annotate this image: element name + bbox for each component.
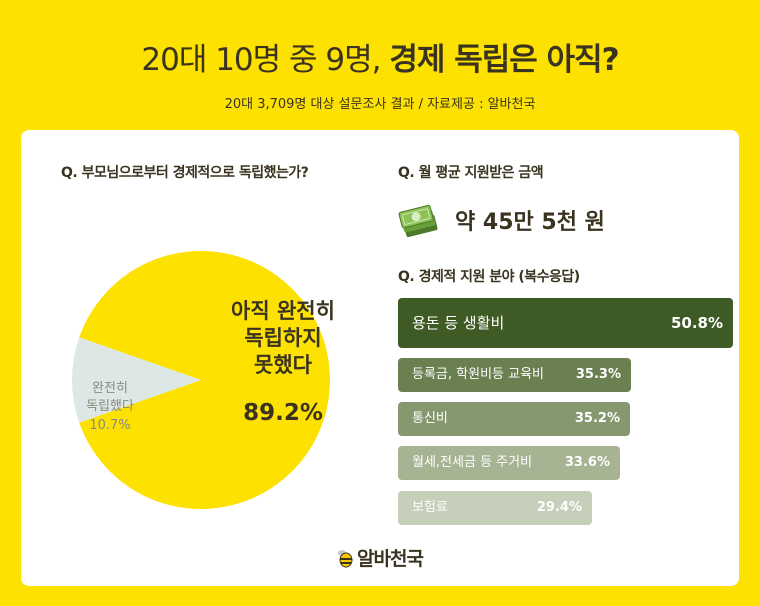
title-bold: 경제 독립은 아직? bbox=[389, 42, 619, 78]
pie-minor-label-line: 독립했다 bbox=[86, 399, 134, 414]
pie-slice-not-independent bbox=[79, 251, 330, 510]
bar-living-expenses: 용돈 등 생활비 50.8% bbox=[398, 298, 733, 348]
pie-major-label: 아직 완전히 독립하지 못했다 bbox=[199, 298, 367, 379]
bar-label: 등록금, 학원비등 교육비 bbox=[412, 367, 544, 382]
bar-value: 35.2% bbox=[574, 411, 620, 426]
pie-minor-value: 10.7% bbox=[89, 418, 131, 433]
bar-label: 통신비 bbox=[412, 411, 448, 426]
bar-education: 등록금, 학원비등 교육비 35.3% bbox=[398, 358, 631, 392]
bar-telecom: 통신비 35.2% bbox=[398, 402, 630, 436]
bar-value: 33.6% bbox=[564, 455, 610, 470]
logo-text: 알바천국 bbox=[357, 548, 424, 570]
independence-question: Q. 부모님으로부터 경제적으로 독립했는가? bbox=[61, 165, 309, 181]
bee-icon bbox=[338, 549, 353, 567]
page-title: 20대 10명 중 9명, 경제 독립은 아직? bbox=[0, 34, 760, 79]
money-stack-icon bbox=[398, 204, 438, 238]
pie-minor-label: 완전히 독립했다 bbox=[65, 380, 155, 416]
bar-label: 월세,전세금 등 주거비 bbox=[412, 455, 533, 470]
amount-question: Q. 월 평균 지원받은 금액 bbox=[398, 165, 544, 181]
bar-value: 50.8% bbox=[670, 314, 723, 332]
fields-question: Q. 경제적 지원 분야 (복수응답) bbox=[398, 269, 580, 285]
bar-housing: 월세,전세금 등 주거비 33.6% bbox=[398, 446, 620, 480]
pie-minor-label-line: 완전히 bbox=[92, 381, 128, 396]
bar-value: 35.3% bbox=[575, 367, 621, 382]
albacheonguk-logo: 알바천국 bbox=[336, 544, 424, 571]
bar-value: 29.4% bbox=[536, 500, 582, 515]
support-amount: 약 45만 5천 원 bbox=[455, 210, 605, 235]
bar-insurance: 보험료 29.4% bbox=[398, 491, 592, 525]
pie-major-label-line: 아직 완전히 bbox=[231, 299, 335, 323]
pie-slice-independent bbox=[72, 337, 201, 423]
pie-major-value: 89.2% bbox=[243, 400, 323, 426]
news1-watermark: news1 bbox=[566, 537, 702, 583]
bar-label: 보험료 bbox=[412, 500, 448, 515]
pie-major-label-line: 못했다 bbox=[254, 353, 312, 377]
title-prefix: 20대 10명 중 9명, bbox=[141, 42, 381, 78]
bar-label: 용돈 등 생활비 bbox=[412, 314, 505, 332]
page-subtitle: 20대 3,709명 대상 설문조사 결과 / 자료제공 : 알바천국 bbox=[224, 97, 536, 112]
pie-major-label-line: 독립하지 bbox=[244, 326, 322, 350]
content-card: Q. 부모님으로부터 경제적으로 독립했는가? 아직 완전히 독립하지 못했다 … bbox=[21, 130, 739, 586]
independence-pie-chart bbox=[72, 251, 330, 510]
